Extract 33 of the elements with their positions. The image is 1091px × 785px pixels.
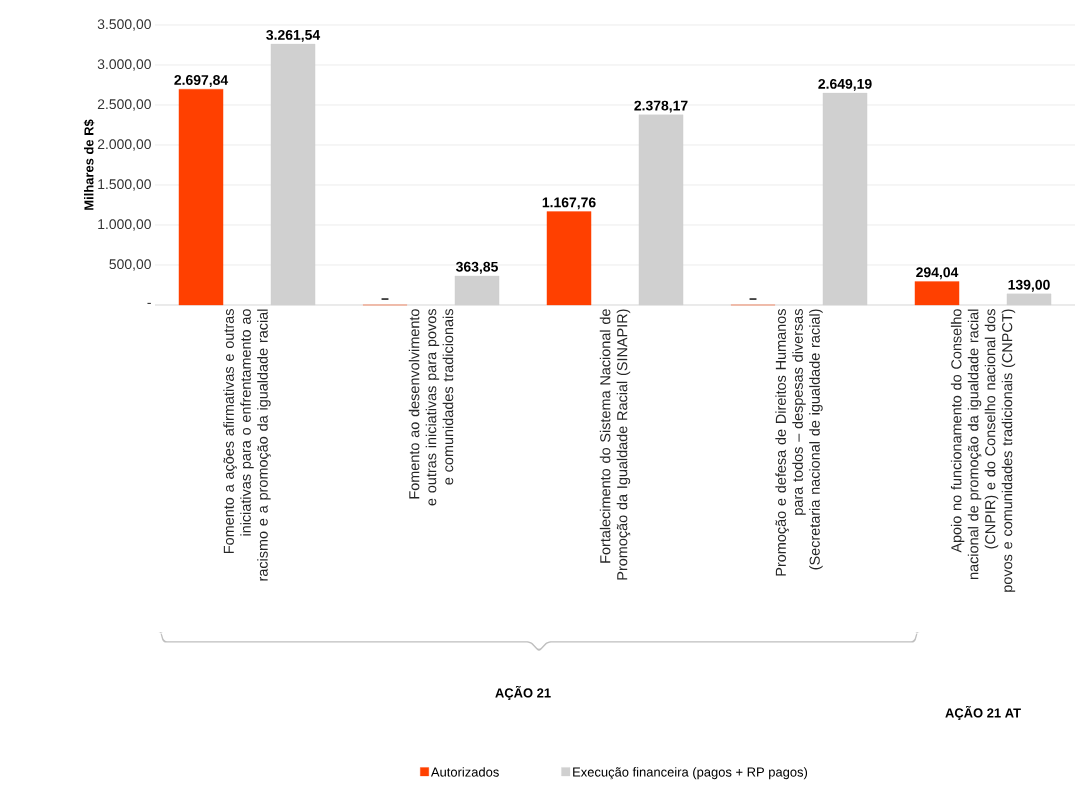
data-label: 294,04	[916, 267, 959, 280]
y-tick-label: 1.500,00	[98, 179, 151, 191]
data-label: 3.261,54	[266, 29, 321, 42]
x-tick-label: Promoção e defesa de Direitos Humanos para todos – despesas diversas (Secretaria nacional de igualdade racial)	[775, 309, 823, 576]
y-tick-label: -	[147, 302, 151, 304]
bar	[454, 275, 500, 306]
x-tick-label: Fomento a ações afirmativas e outras iniciativas para o enfrentamento ao racismo e a promoção da igualdade racial	[223, 309, 271, 581]
data-label: 139,00	[1008, 279, 1050, 292]
text: AÇÃO 21 AT	[945, 705, 1021, 721]
data-label: 1.167,76	[542, 197, 596, 210]
x-tick-label: Fortalecimento do Sistema Nacional de Promoção da Igualdade Racial (SINAPIR)	[599, 309, 631, 580]
data-label: –	[749, 298, 757, 300]
y-tick-label: 1.000,00	[98, 219, 151, 231]
legend-label: Autorizados	[430, 767, 499, 777]
bar	[178, 89, 224, 306]
data-label: 2.378,17	[634, 100, 688, 113]
y-tick-label: 500,00	[109, 259, 151, 271]
bar	[914, 281, 960, 306]
data-label: –	[381, 298, 389, 300]
x-tick-label: Apoio no funcionamento do Conselho nacional de promoção da igualdade racial (CNPIR) e do Conselho nacional dos povos e comunidades tradicionais (CNPCT)	[950, 309, 1016, 592]
y-tick-label: 3.500,00	[97, 19, 151, 31]
y-axis-title: Milhares de R$	[83, 119, 95, 210]
bar	[1006, 293, 1052, 306]
y-tick-label: 2.500,00	[97, 99, 151, 111]
bar	[546, 211, 592, 306]
data-label: 363,85	[455, 261, 498, 274]
data-label: 2.649,19	[818, 78, 872, 91]
y-tick-label: 3.000,00	[97, 59, 151, 71]
y-tick-label: 2.000,00	[97, 139, 151, 151]
text: AÇÃO 21	[495, 685, 551, 701]
data-label: 2.697,84	[174, 75, 229, 87]
x-tick-label: Fomento ao desenvolvimento e outras iniciativas para povos e comunidades tradicionais	[408, 309, 454, 506]
legend-label: Execução financeira (pagos + RP pagos)	[573, 767, 808, 780]
